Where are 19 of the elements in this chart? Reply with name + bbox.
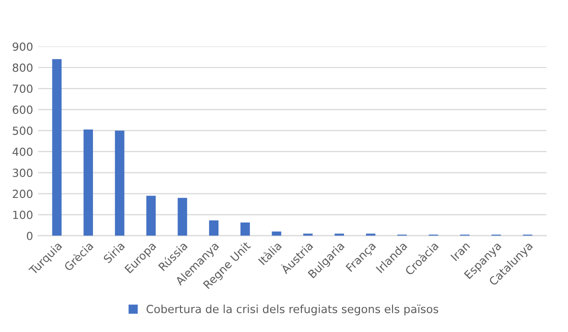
bar — [240, 222, 250, 236]
y-tick-label: 400 — [12, 148, 32, 156]
bar — [84, 130, 93, 236]
bar — [272, 232, 282, 236]
y-tick-label: 500 — [12, 126, 32, 135]
legend-label: Cobertura de la crisi dels refugiats segons els països — [146, 304, 438, 316]
y-tick-label: 700 — [12, 84, 32, 93]
bar — [209, 220, 218, 236]
bar — [178, 198, 188, 236]
y-tick-label: 100 — [13, 210, 32, 220]
y-tick-label: 300 — [12, 168, 32, 178]
y-tick-label: 800 — [12, 63, 32, 72]
y-tick-label: 600 — [12, 106, 32, 114]
bar — [52, 59, 62, 236]
y-tick-label: 200 — [12, 190, 32, 198]
bar — [146, 196, 156, 236]
y-tick-label: 900 — [12, 42, 32, 51]
bar — [114, 130, 124, 236]
y-tick-label: 0 — [26, 232, 32, 240]
